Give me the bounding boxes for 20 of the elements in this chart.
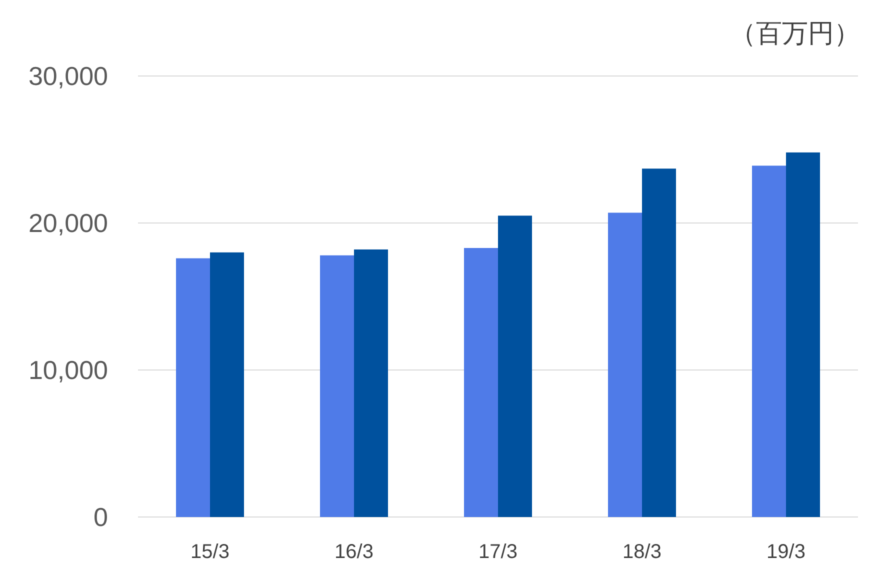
bar	[608, 212, 642, 517]
x-tick-label: 16/3	[334, 541, 374, 563]
y-axis-title: （百万円）	[730, 18, 860, 48]
y-tick-label: 0	[94, 502, 108, 532]
y-tick-label: 20,000	[28, 208, 108, 238]
bar	[752, 166, 786, 517]
x-tick-label: 18/3	[622, 541, 662, 563]
bar	[176, 258, 210, 517]
bar	[320, 255, 354, 517]
x-tick-label: 19/3	[766, 541, 806, 563]
bar	[464, 248, 498, 517]
bar	[498, 216, 532, 517]
x-tick-label: 17/3	[478, 541, 518, 563]
y-tick-label: 10,000	[28, 355, 108, 385]
bar	[354, 249, 388, 517]
bar	[786, 152, 820, 517]
bar	[642, 168, 676, 517]
y-tick-label: 30,000	[28, 61, 108, 91]
bar	[210, 252, 244, 517]
x-tick-label: 15/3	[190, 541, 230, 563]
